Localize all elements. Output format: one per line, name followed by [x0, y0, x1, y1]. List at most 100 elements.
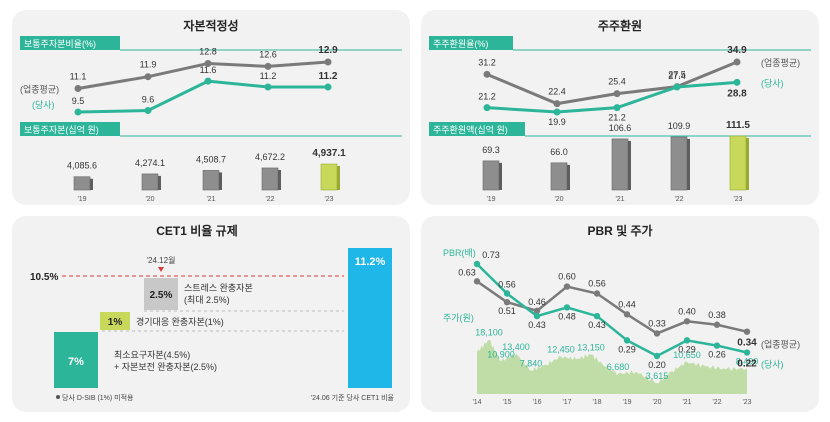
date-label: '24.12월 — [147, 255, 176, 265]
chart-title: 주주환원 — [598, 18, 642, 33]
x-tick-label: '16 — [532, 399, 541, 406]
price-axis-label: 주가(원) — [443, 313, 474, 323]
pbr-point — [503, 290, 511, 297]
pbr-label: 0.26 — [708, 350, 726, 360]
x-tick-label: '22 — [712, 399, 721, 406]
data-point — [204, 77, 212, 85]
data-label: 27.4 — [668, 71, 686, 81]
data-label: 31.2 — [478, 57, 496, 67]
data-label: 9.5 — [72, 96, 85, 106]
data-point — [673, 83, 681, 91]
price-label: 6,680 — [607, 362, 630, 372]
price-area — [477, 339, 747, 394]
data-point — [204, 59, 212, 67]
pbr-point — [593, 290, 601, 297]
bar — [73, 176, 91, 191]
block-label: 7% — [68, 356, 84, 368]
block-name: 최소요구자본(4.5%) — [114, 350, 190, 360]
bar-label-bg — [429, 122, 525, 136]
bar — [611, 138, 629, 191]
data-label: 11.2 — [319, 71, 338, 82]
pbr-label: 0.22 — [737, 359, 757, 370]
line-label-bg — [429, 36, 513, 50]
pbr-line-industry — [476, 280, 748, 335]
data-point — [74, 84, 82, 92]
pbr-point — [653, 352, 661, 360]
footnote-bullet — [56, 395, 60, 399]
data-label: 28.8 — [727, 88, 747, 99]
bar-shadow — [337, 166, 340, 190]
line-label: 주주환원율(%) — [433, 38, 488, 49]
bar — [320, 163, 338, 191]
data-point — [613, 104, 621, 112]
bar-shadow — [219, 172, 222, 190]
data-label: 22.4 — [548, 87, 566, 97]
series-name-industry: (업종평균) — [20, 84, 59, 94]
bar-value-label: 4,274.1 — [135, 158, 165, 168]
bar-value-label: 4,508.7 — [196, 154, 226, 164]
data-point — [324, 83, 332, 91]
data-point — [553, 100, 561, 108]
pbr-point — [713, 342, 721, 349]
x-tick-label: '17 — [562, 399, 571, 406]
x-tick-label: '21 — [615, 196, 624, 203]
pbr-label: 0.43 — [588, 320, 606, 330]
bar-value-label: 4,672.2 — [255, 152, 285, 162]
data-label: 11.6 — [200, 65, 217, 75]
pbr-point — [593, 312, 601, 320]
x-tick-label: '23 — [733, 196, 742, 203]
pbr-point — [743, 349, 751, 356]
block-name: 경기대응 완충자본(1%) — [136, 316, 224, 327]
pbr-price-panel: PBR 및 주가 PBR(배) 주가(원) 18,100 13,400 10,900 7,8… — [421, 216, 819, 412]
data-label: 27.5 — [668, 70, 686, 80]
chart-title: PBR 및 주가 — [587, 223, 652, 238]
capital-adequacy-panel: 자본적정성 보통주자본비율(%) 보통주자본(십억 원) 11.1 11.9 12.8 12… — [12, 10, 410, 205]
data-point — [483, 70, 491, 78]
pbr-label: 0.40 — [678, 306, 696, 316]
footnote: 당사 D-SIB (1%) 미적용 — [62, 393, 134, 402]
price-label: 7,840 — [520, 358, 543, 368]
x-tick-label: '20 — [554, 196, 563, 203]
data-label: 11.2 — [260, 71, 277, 81]
pbr-label: 0.38 — [708, 310, 726, 320]
data-label: 21.2 — [608, 113, 626, 123]
price-label: 3,615 — [646, 371, 669, 381]
pbr-label: 0.48 — [558, 311, 576, 321]
current-caption: '24.06 기준 당사 CET1 비율 — [311, 393, 395, 402]
line-label-bg — [20, 36, 120, 50]
data-point — [74, 108, 82, 116]
x-tick-label: '22 — [265, 196, 274, 203]
cet1-regulation-chart: CET1 비율 규제 10.5% '24.12월 7% 최소요구자본(4.5%) + 자본… — [30, 223, 395, 402]
pbr-label: 0.43 — [528, 320, 546, 330]
pbr-point — [743, 328, 751, 335]
pbr-label: 0.44 — [618, 299, 636, 309]
pbr-label: 0.46 — [528, 297, 546, 307]
pbr-label: 0.51 — [498, 306, 516, 316]
bar-label: 보통주자본(십억 원) — [24, 124, 99, 135]
bar-label-bg — [20, 122, 120, 136]
price-label: 8,490 — [736, 357, 759, 367]
bar — [141, 173, 159, 191]
pbr-label: 0.20 — [648, 360, 666, 370]
data-label: 34.9 — [727, 45, 747, 56]
x-tick-label: '22 — [674, 196, 683, 203]
data-point — [553, 108, 561, 116]
pbr-point — [473, 278, 481, 285]
pbr-point — [473, 260, 481, 268]
bar-shadow — [746, 138, 749, 190]
pbr-label: 0.33 — [648, 318, 666, 328]
bar-value-label: 4,085.6 — [67, 161, 97, 171]
pbr-point — [683, 337, 691, 344]
pbr-point — [563, 283, 571, 290]
bar-value-label: 69.3 — [482, 145, 500, 155]
bar-value-label: 109.9 — [668, 121, 691, 131]
block-bar — [144, 278, 178, 310]
price-label: 13,400 — [502, 342, 530, 352]
bar-shadow — [90, 178, 93, 190]
pbr-label: 0.73 — [482, 250, 500, 260]
pbr-point — [623, 311, 631, 318]
series-line-company — [486, 80, 738, 114]
pbr-label: 0.56 — [588, 279, 606, 289]
